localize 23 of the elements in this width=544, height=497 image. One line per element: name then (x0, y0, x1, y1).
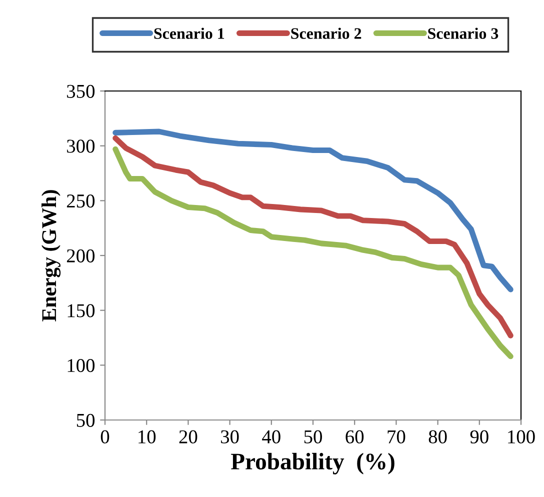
x-tick-label: 50 (304, 430, 322, 444)
x-tick-label: 0 (100, 430, 110, 444)
x-tick-label: 80 (428, 430, 447, 444)
y-tick-label: 200 (66, 249, 95, 262)
x-tick-label: 90 (470, 430, 488, 444)
y-tick-label: 350 (67, 84, 95, 98)
y-tick-label: 250 (66, 194, 95, 208)
x-tick-label: 30 (221, 430, 239, 444)
y-tick-label: 150 (68, 304, 95, 318)
x-tick-label: 20 (179, 430, 198, 444)
y-tick-label: 50 (76, 414, 95, 427)
y-axis-title: Energy (GWh) (42, 190, 61, 322)
legend-label: Scenario 1 (154, 28, 224, 39)
y-tick-label: 100 (68, 358, 95, 372)
x-axis-title: Probability (%) (230, 452, 394, 474)
x-tick-label: 40 (262, 430, 280, 444)
x-tick-label: 100 (508, 430, 535, 444)
legend-label: Scenario 3 (428, 28, 498, 39)
legend-label: Scenario 2 (291, 28, 362, 39)
x-tick-label: 70 (388, 430, 406, 444)
y-tick-label: 300 (67, 140, 95, 153)
x-tick-label: 10 (138, 430, 156, 444)
x-tick-label: 60 (346, 430, 364, 444)
